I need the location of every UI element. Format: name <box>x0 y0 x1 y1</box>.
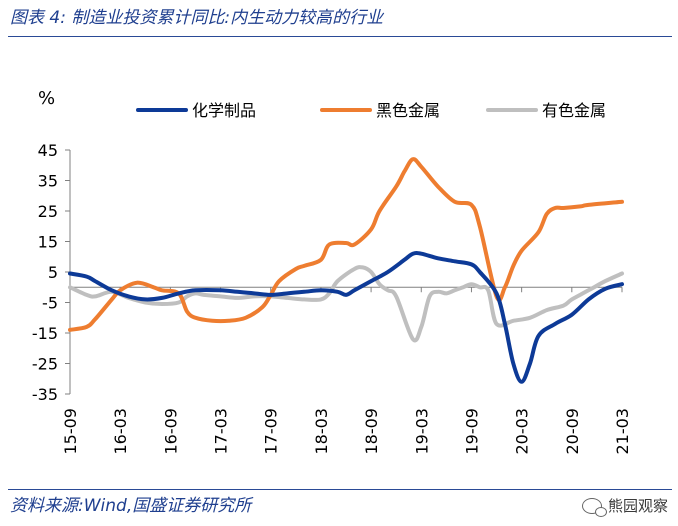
legend-label-3: 有色金属 <box>542 101 606 120</box>
x-tick-label: 20-03 <box>513 408 532 455</box>
legend-label-2: 黑色金属 <box>376 101 440 120</box>
series-line-2 <box>68 157 624 332</box>
series-line-3 <box>68 265 624 343</box>
legend-label-1: 化学制品 <box>192 101 256 120</box>
footer-divider <box>8 489 672 490</box>
y-tick-label: -15 <box>32 324 58 343</box>
y-axis-label: % <box>38 88 55 109</box>
x-tick-label: 17-03 <box>212 408 231 455</box>
x-tick-label: 19-03 <box>412 408 431 455</box>
y-tick-label: 5 <box>48 263 58 282</box>
x-axis: 15-09 16-03 16-09 17-03 17-09 18-03 18-09 19-03… <box>61 286 632 455</box>
wechat-icon <box>581 498 607 517</box>
y-tick-label: 45 <box>38 141 58 160</box>
line-chart: 化学制品 黑色金属 有色金属 % 45 35 25 15 5 -5 -15 -25 -35 15-0… <box>32 88 632 455</box>
source-note: 资料来源:Wind,国盛证券研究所 <box>10 496 252 516</box>
x-tick-label: 20-09 <box>563 408 582 455</box>
title-divider <box>8 36 672 37</box>
series-line-1 <box>68 251 624 384</box>
x-tick-label: 18-09 <box>362 408 381 455</box>
watermark-label: 熊园观察 <box>607 497 668 515</box>
y-tick-label: -5 <box>42 294 58 313</box>
y-tick-label: -35 <box>32 385 58 404</box>
page-title: 图表 4: 制造业投资累计同比:内生动力较高的行业 <box>10 8 384 28</box>
x-tick-label: 16-09 <box>161 408 180 455</box>
y-tick-label: -25 <box>32 355 58 374</box>
x-tick-label: 18-03 <box>312 408 331 455</box>
watermark: 熊园观察 <box>581 494 668 518</box>
y-tick-label: 35 <box>38 172 58 191</box>
legend: 化学制品 黑色金属 有色金属 <box>136 101 606 120</box>
y-axis: 45 35 25 15 5 -5 -15 -25 -35 <box>32 141 71 404</box>
x-tick-label: 19-09 <box>462 408 481 455</box>
y-tick-label: 25 <box>38 202 58 221</box>
y-tick-label: 15 <box>38 233 58 252</box>
x-tick-label: 15-09 <box>61 408 80 455</box>
x-tick-label: 17-09 <box>262 408 281 455</box>
series-lines <box>68 157 624 384</box>
x-tick-label: 21-03 <box>613 408 632 455</box>
x-tick-label: 16-03 <box>111 408 130 455</box>
